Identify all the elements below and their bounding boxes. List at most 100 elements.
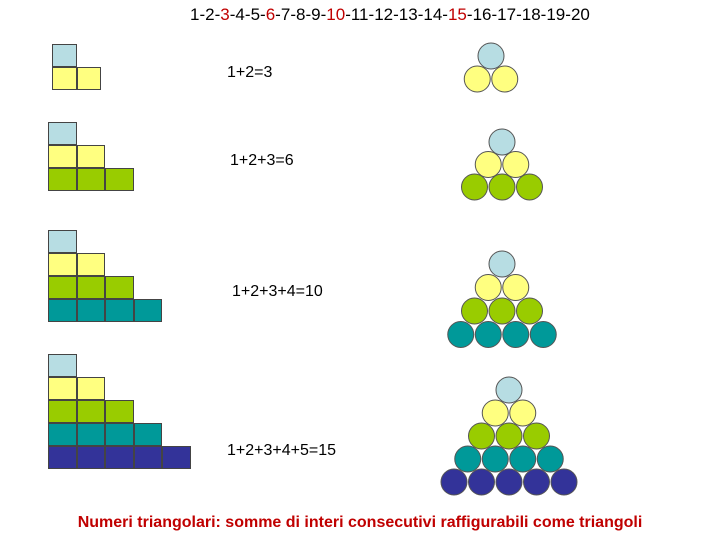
staircase-square	[133, 446, 162, 469]
sequence-number: 17	[497, 5, 517, 24]
equation-3: 1+2+3+4=10	[232, 283, 323, 300]
sequence-number: 2	[205, 5, 215, 24]
staircase-square	[48, 168, 77, 191]
staircase-square	[48, 423, 77, 446]
triangle-circle	[461, 173, 488, 201]
triangle-circle	[477, 42, 505, 70]
triangle-circle	[502, 274, 530, 301]
sequence-number: 15	[447, 5, 467, 24]
sequence-number: 19	[546, 5, 566, 24]
sequence-separator: -	[540, 5, 547, 24]
sequence-number: 6	[265, 5, 276, 24]
sequence-number: 16	[472, 5, 492, 24]
staircase-square	[162, 446, 191, 469]
triangle-circle	[529, 321, 557, 348]
caption: Numeri triangolari: somme di interi cons…	[77, 514, 643, 531]
triangle-circle	[495, 422, 523, 450]
triangle-circle	[440, 468, 468, 496]
triangle-circle	[516, 297, 543, 325]
triangle-circle	[463, 65, 491, 93]
staircase-square	[105, 423, 134, 446]
triangle-circle	[488, 250, 516, 278]
staircase-square	[48, 230, 77, 253]
triangle-circle	[488, 128, 516, 156]
staircase-square	[105, 400, 134, 423]
sequence-number: 12	[374, 5, 394, 24]
triangle-circle	[447, 321, 475, 348]
staircase-square	[76, 145, 105, 168]
staircase-square	[76, 446, 105, 469]
triangle-circle	[481, 399, 509, 427]
staircase-square	[52, 44, 77, 67]
staircase-square	[48, 400, 77, 423]
staircase-square	[133, 299, 162, 322]
triangle-circle	[491, 65, 519, 93]
sequence-separator: -	[199, 5, 206, 24]
sequence-number: 18	[521, 5, 541, 24]
staircase-square	[48, 377, 77, 400]
triangle-circle	[468, 468, 495, 496]
sequence-separator: -	[516, 5, 522, 24]
triangle-circle	[495, 376, 523, 404]
staircase-square	[48, 446, 77, 469]
triangle-circle	[509, 445, 537, 473]
staircase-square	[76, 67, 101, 90]
sequence-separator: -	[320, 5, 327, 24]
staircase-square	[48, 354, 77, 377]
staircase-square	[76, 253, 105, 276]
sequence-separator: -	[393, 5, 399, 24]
triangle-circle	[461, 297, 488, 325]
number-sequence: 1-2-3-4-5-6-7-8-9-10-11-12-13-14-15-16-1…	[190, 5, 590, 25]
sequence-separator: -	[260, 5, 266, 24]
triangle-circle	[474, 274, 502, 301]
staircase-square	[133, 423, 162, 446]
equation-2: 1+2+3=6	[230, 152, 294, 169]
staircase-square	[48, 299, 77, 322]
staircase-square	[48, 122, 77, 145]
sequence-separator: -	[229, 5, 236, 24]
staircase-square	[76, 400, 105, 423]
triangle-circle	[516, 173, 543, 201]
staircase-square	[76, 276, 105, 299]
sequence-separator: -	[244, 5, 251, 24]
sequence-number: 5	[250, 5, 261, 24]
staircase-square	[48, 145, 77, 168]
triangle-circle	[481, 445, 509, 473]
triangle-circle	[502, 321, 530, 348]
sequence-separator: -	[491, 5, 498, 24]
sequence-separator: -	[466, 5, 473, 24]
triangle-circle	[474, 321, 502, 348]
sequence-separator: -	[368, 5, 375, 24]
sequence-number: 14	[423, 5, 443, 24]
triangle-circle	[488, 297, 516, 325]
sequence-number: 10	[326, 5, 346, 24]
staircase-square	[105, 446, 134, 469]
sequence-number: 4	[235, 5, 245, 24]
equation-1: 1+2=3	[227, 64, 273, 81]
sequence-number: 20	[570, 5, 590, 24]
sequence-separator: -	[290, 5, 296, 24]
staircase-square	[105, 276, 134, 299]
sequence-separator: -	[417, 5, 424, 24]
staircase-square	[76, 377, 105, 400]
sequence-number: 7	[280, 5, 291, 24]
sequence-number: 1	[190, 5, 200, 24]
triangle-circle	[468, 422, 495, 450]
staircase-square	[105, 168, 134, 191]
staircase-square	[76, 299, 105, 322]
triangle-circle	[454, 445, 482, 473]
triangle-circle	[488, 173, 516, 201]
equation-4: 1+2+3+4+5=15	[227, 442, 337, 459]
triangle-circle	[550, 468, 578, 496]
triangle-circle	[536, 445, 564, 473]
staircase-square	[52, 67, 77, 90]
sequence-number: 11	[350, 5, 369, 24]
triangle-circle	[474, 151, 502, 178]
triangle-circle	[523, 422, 550, 450]
sequence-number: 8	[295, 5, 306, 24]
staircase-square	[48, 253, 77, 276]
sequence-number: 9	[311, 5, 321, 24]
triangle-circle	[502, 151, 530, 178]
staircase-square	[76, 168, 105, 191]
